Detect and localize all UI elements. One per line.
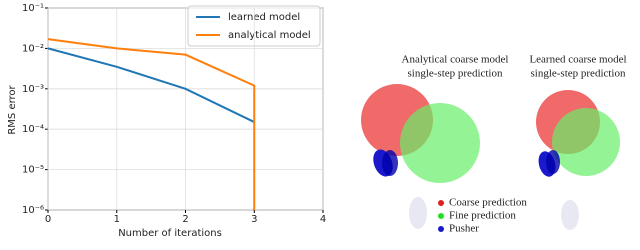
panel-title: single-step prediction <box>407 68 503 80</box>
scene-legend-label: Pusher <box>449 223 479 235</box>
pusher-ghost <box>409 197 427 229</box>
x-tick-label: 0 <box>45 214 51 225</box>
x-tick-label: 4 <box>320 214 326 225</box>
legend-dot <box>438 213 444 219</box>
pusher <box>382 150 398 176</box>
legend-dot <box>438 200 444 206</box>
pusher-ghost <box>561 200 579 230</box>
legend-label: analytical model <box>228 30 311 41</box>
x-axis-label: Number of iterations <box>118 228 222 239</box>
y-axis-label: RMS error <box>7 84 18 134</box>
panel-title: single-step prediction <box>530 68 626 80</box>
scene-legend-label: Coarse prediction <box>449 197 527 209</box>
y-tick-label: 10⁻⁵ <box>22 165 44 176</box>
y-tick-label: 10⁻³ <box>22 84 44 95</box>
scene-legend: Coarse prediction Fine prediction Pusher <box>438 197 527 235</box>
y-tick-label: 10⁻⁶ <box>22 205 44 216</box>
y-tick-label: 10⁻² <box>22 43 44 54</box>
panel-title: Learned coarse model <box>529 54 626 66</box>
series-line <box>47 47 255 123</box>
legend-dot <box>438 226 444 232</box>
y-tick-label: 10⁻⁴ <box>22 124 44 135</box>
y-tick-label: 10⁻¹ <box>22 3 44 14</box>
fine-object <box>552 108 620 176</box>
legend-label: learned model <box>228 12 300 23</box>
fine-object <box>400 103 480 183</box>
pusher <box>546 150 560 174</box>
series-line <box>47 38 256 210</box>
scene-learned <box>536 90 620 230</box>
scene-legend-label: Fine prediction <box>449 210 516 222</box>
x-tick-label: 1 <box>114 214 120 225</box>
scene-analytical <box>361 84 480 229</box>
x-tick-label: 3 <box>251 214 257 225</box>
x-tick-label: 2 <box>182 214 188 225</box>
panel-title: Analytical coarse model <box>402 54 509 66</box>
